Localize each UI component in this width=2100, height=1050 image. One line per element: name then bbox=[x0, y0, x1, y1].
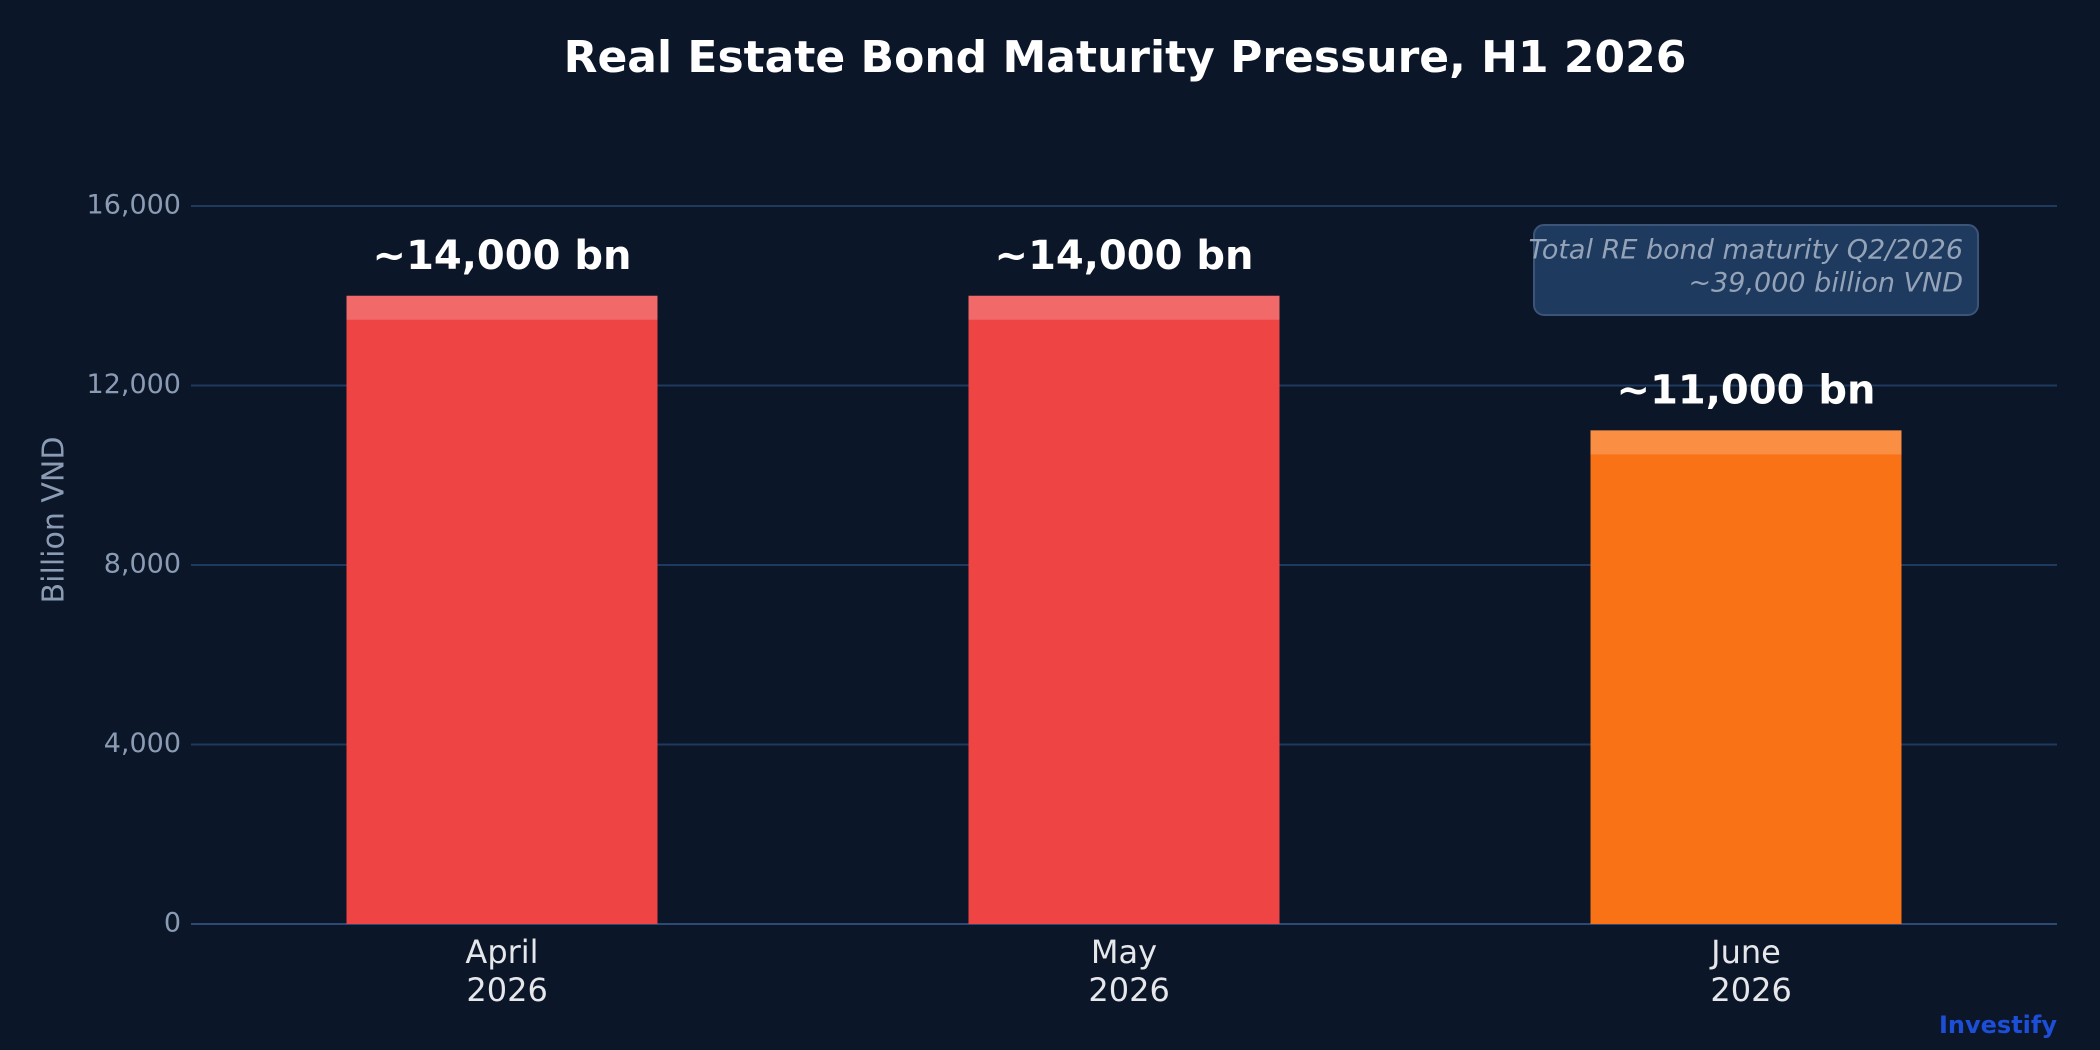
chart-title: Real Estate Bond Maturity Pressure, H1 2… bbox=[564, 32, 1687, 83]
bar-highlight bbox=[968, 295, 1280, 320]
bar bbox=[968, 295, 1280, 924]
y-axis-label: Billion VND bbox=[37, 437, 72, 604]
bar-highlight bbox=[1590, 430, 1902, 455]
y-tick-label: 0 bbox=[164, 908, 181, 939]
bar bbox=[1590, 430, 1902, 924]
y-tick-label: 12,000 bbox=[87, 369, 181, 400]
x-tick-label: June 2026 bbox=[1700, 933, 1792, 1009]
bar bbox=[346, 295, 658, 924]
y-tick-label: 8,000 bbox=[104, 549, 181, 580]
x-tick-label: April 2026 bbox=[456, 933, 548, 1009]
watermark: Investify bbox=[1939, 1011, 2057, 1039]
y-tick-label: 4,000 bbox=[104, 728, 181, 759]
value-label: ~14,000 bn bbox=[373, 233, 632, 279]
x-tick-label: May 2026 bbox=[1078, 933, 1170, 1009]
annotation-box bbox=[1533, 224, 1979, 316]
value-label: ~11,000 bn bbox=[1617, 367, 1876, 413]
value-label: ~14,000 bn bbox=[995, 233, 1254, 279]
annotation: ~39,000 billion VND bbox=[1689, 268, 1964, 299]
bar-highlight bbox=[346, 295, 658, 320]
y-tick-label: 16,000 bbox=[87, 190, 181, 221]
annotation: Total RE bond maturity Q2/2026 bbox=[1529, 235, 1963, 266]
